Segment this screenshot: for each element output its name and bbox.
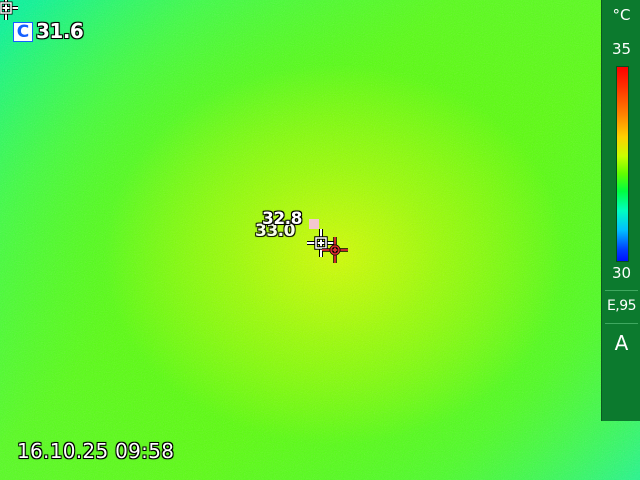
scale-min: 30 xyxy=(602,264,640,282)
temperature-scale-panel: °C 35 30 E,95 A xyxy=(601,0,640,421)
center-spot-temperature: 31.6 xyxy=(36,19,83,43)
divider xyxy=(605,323,638,324)
scale-max: 35 xyxy=(602,40,640,58)
capture-timestamp: 16.10.25 09:58 xyxy=(17,439,174,463)
spot-temperature: 32.8 xyxy=(262,209,302,229)
crosshair-icon xyxy=(320,235,350,265)
emissivity-value: E,95 xyxy=(602,298,640,314)
crosshair-icon xyxy=(0,0,18,20)
scale-unit: °C xyxy=(602,6,640,24)
color-palette-bar xyxy=(616,66,629,262)
auto-range-indicator: A xyxy=(602,331,640,355)
center-spot-badge: C xyxy=(13,22,33,42)
divider xyxy=(605,290,638,291)
